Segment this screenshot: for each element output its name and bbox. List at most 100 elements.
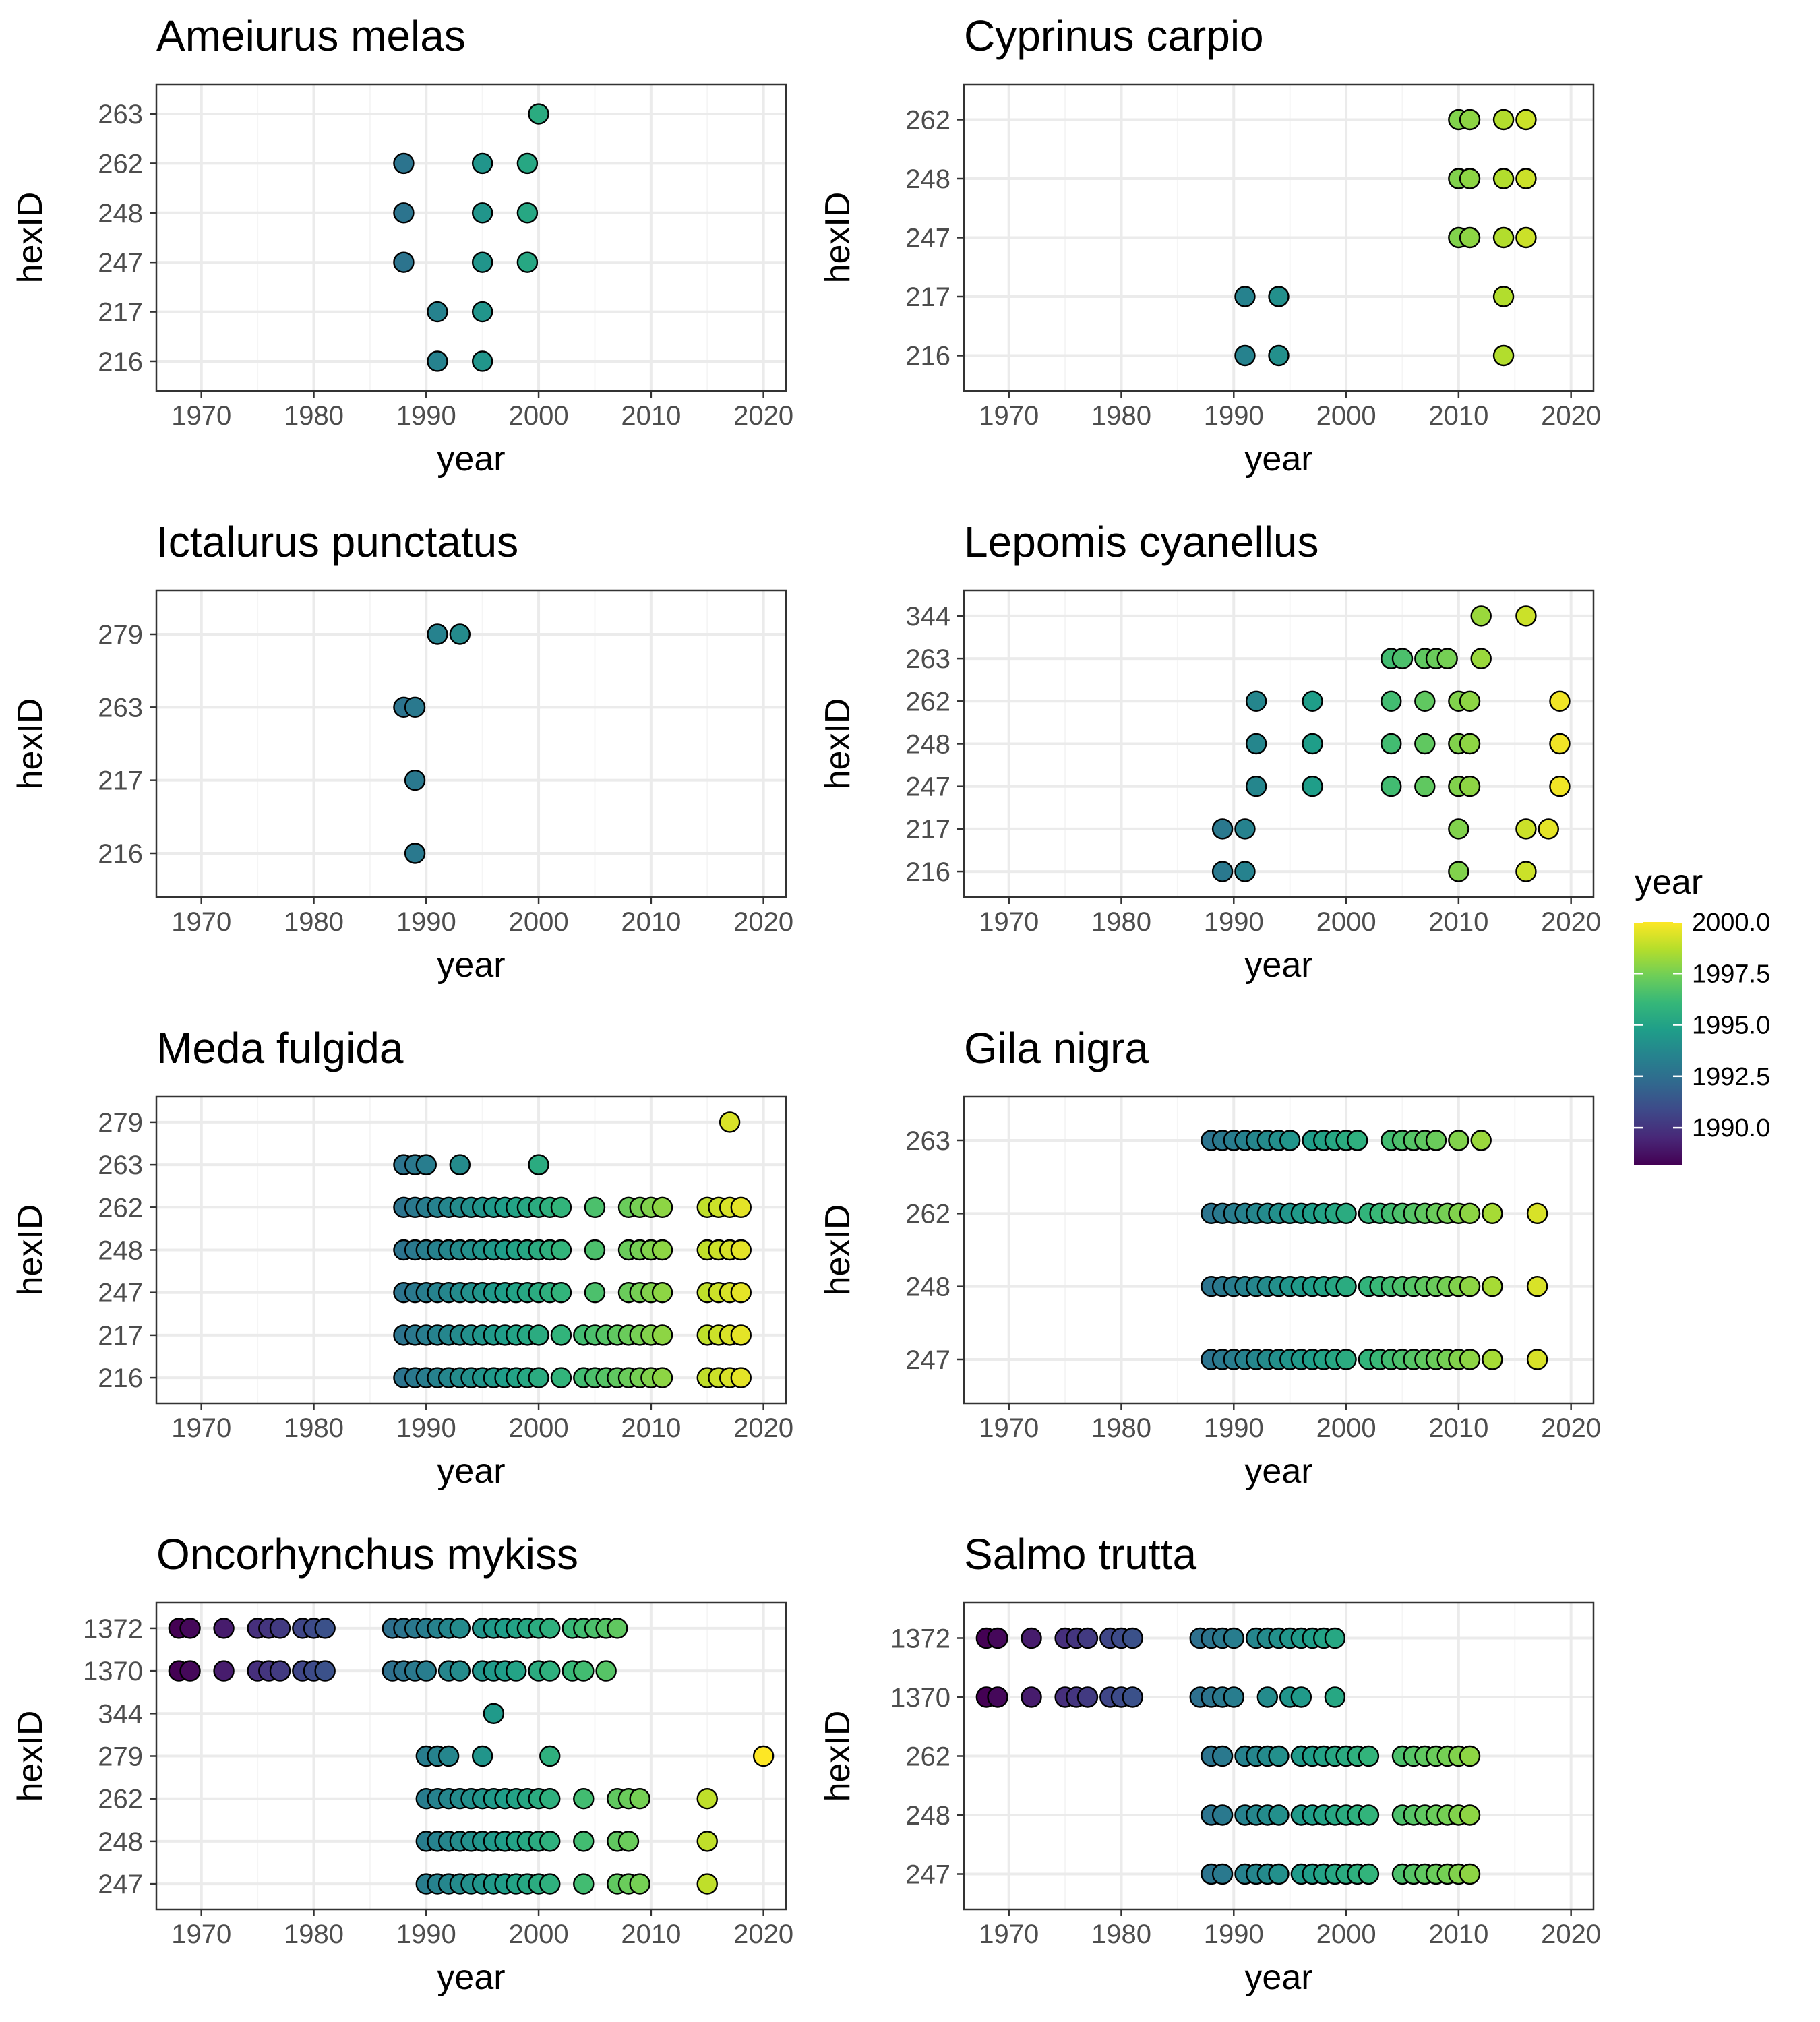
data-point	[1459, 1804, 1481, 1826]
x-tick-label: 2010	[1428, 907, 1488, 937]
y-tick-label: 216	[98, 1364, 143, 1393]
points	[1211, 605, 1571, 882]
x-axis-label: year	[437, 1452, 505, 1491]
x-tick-label: 2010	[621, 401, 681, 431]
data-point	[1436, 648, 1458, 669]
data-point	[1358, 1804, 1380, 1826]
data-point	[1076, 1686, 1099, 1708]
data-point	[651, 1281, 673, 1304]
y-tick-label: 248	[905, 164, 950, 194]
legend-title: year	[1635, 863, 1703, 902]
x-tick-label: 1980	[1091, 401, 1151, 431]
x-tick-label: 1980	[1091, 1920, 1151, 1949]
x-tick-label: 1970	[979, 1920, 1039, 1949]
data-point	[1358, 1745, 1380, 1767]
y-axis-label: hexID	[818, 1204, 857, 1296]
data-point	[584, 1281, 606, 1304]
data-point	[1268, 286, 1290, 307]
data-point	[516, 251, 539, 273]
data-point	[471, 251, 493, 273]
x-tick-label: 1970	[171, 907, 231, 937]
y-tick-label: 216	[98, 347, 143, 377]
x-tick-label: 2010	[1428, 1920, 1488, 1949]
data-point	[1076, 1627, 1099, 1649]
data-point	[437, 1745, 460, 1767]
data-point	[1211, 861, 1234, 882]
panel-title: Salmo trutta	[964, 1530, 1196, 1579]
data-point	[696, 1873, 718, 1895]
data-point	[213, 1618, 235, 1639]
data-point	[550, 1367, 572, 1388]
x-axis-label: year	[437, 439, 505, 479]
legend-tick-label: 1997.5	[1692, 960, 1770, 988]
x-tick-label: 1990	[1204, 1413, 1264, 1443]
data-point	[179, 1618, 201, 1639]
x-tick-label: 2000	[509, 907, 569, 937]
data-point	[573, 1831, 595, 1852]
legend-ticks: 2000.0 1997.5 1995.0 1992.5 1990.0	[1634, 909, 1770, 1142]
data-point	[1335, 1349, 1357, 1370]
y-tick-label: 248	[905, 1273, 950, 1302]
panel-border	[155, 589, 787, 898]
x-tick-label: 2010	[1428, 1413, 1488, 1443]
y-tick-label: 262	[98, 1785, 143, 1814]
x-tick-label: 2020	[733, 907, 793, 937]
x-tick-label: 2020	[1541, 1920, 1601, 1949]
data-point	[1492, 344, 1515, 367]
data-point	[730, 1324, 752, 1346]
data-point	[1482, 1349, 1503, 1370]
y-tick-label: 263	[98, 1151, 143, 1180]
data-point	[1381, 733, 1402, 755]
data-point	[1223, 1686, 1244, 1708]
x-tick-label: 1970	[171, 1413, 231, 1443]
data-point	[1245, 690, 1267, 712]
data-point	[1324, 1627, 1346, 1649]
data-point	[1492, 109, 1515, 131]
data-point	[506, 1660, 527, 1682]
data-point	[730, 1239, 752, 1261]
data-point	[539, 1660, 561, 1682]
data-point	[1482, 1202, 1503, 1225]
data-point	[1381, 690, 1402, 712]
x-tick-label: 1980	[284, 1920, 344, 1949]
points	[168, 1618, 775, 1895]
data-point	[1302, 690, 1323, 712]
data-point	[752, 1745, 775, 1767]
y-tick-label: 217	[98, 298, 143, 328]
y-tick-label: 262	[98, 1193, 143, 1223]
data-point	[651, 1324, 673, 1346]
panel-ameiurus-melas: 1970 1980 1990 2000 2010 2020 216 217 247 248 262 2…	[11, 11, 793, 479]
data-point	[1448, 818, 1469, 840]
data-point	[427, 623, 448, 645]
panel-title: Cyprinus carpio	[964, 11, 1264, 60]
data-point	[1414, 775, 1436, 797]
data-point	[1021, 1686, 1042, 1708]
x-tick-label: 2010	[621, 1413, 681, 1443]
data-point	[607, 1618, 628, 1639]
x-tick-label: 2000	[509, 1413, 569, 1443]
y-tick-label: 248	[98, 1827, 143, 1857]
y-tick-label: 248	[98, 199, 143, 228]
data-point	[1256, 1686, 1279, 1708]
y-axis-label: hexID	[818, 1711, 857, 1802]
data-point	[404, 769, 426, 791]
data-point	[1459, 226, 1481, 249]
data-point	[1279, 1130, 1301, 1151]
data-point	[651, 1196, 673, 1219]
panel-title: Lepomis cyanellus	[964, 518, 1319, 566]
data-point	[1459, 1745, 1481, 1767]
data-point	[1358, 1863, 1380, 1885]
data-point	[1245, 733, 1267, 755]
x-axis-label: year	[1244, 946, 1312, 985]
data-point	[629, 1787, 650, 1810]
data-point	[1515, 818, 1537, 840]
panel-oncorhynchus-mykiss: 1970 1980 1990 2000 2010 2020 247 248 262 279 344 1…	[11, 1530, 793, 1997]
data-point	[584, 1196, 606, 1219]
x-tick-label: 1990	[1204, 1920, 1264, 1949]
data-point	[987, 1686, 1008, 1708]
data-point	[1526, 1202, 1548, 1225]
x-tick-label: 1990	[396, 1413, 456, 1443]
data-point	[1268, 344, 1290, 367]
data-point	[1459, 1349, 1481, 1370]
